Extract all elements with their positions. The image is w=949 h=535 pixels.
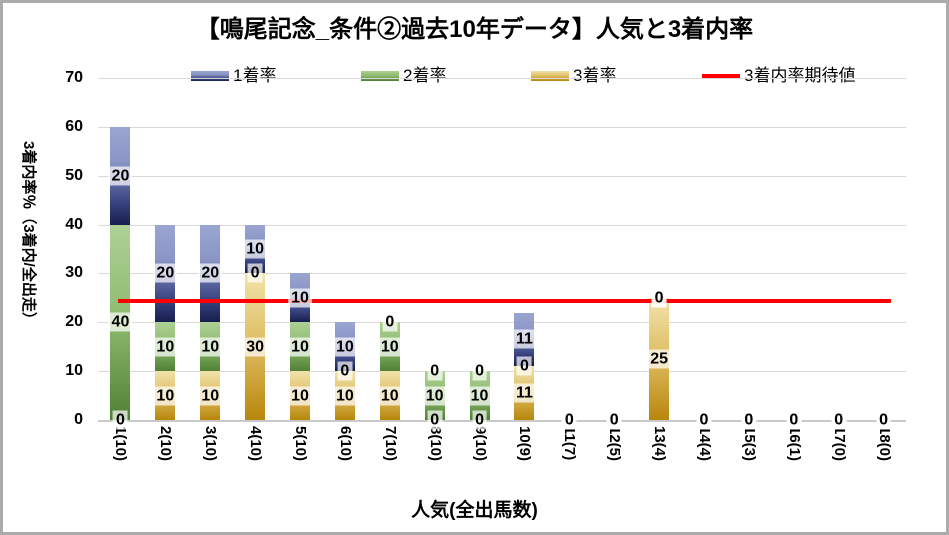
data-label: 10 xyxy=(467,386,492,406)
y-tick-label: 10 xyxy=(65,362,83,380)
data-label: 0 xyxy=(831,410,847,430)
gridline xyxy=(98,224,906,226)
data-label: 25 xyxy=(647,349,672,369)
legend-label: 3着率 xyxy=(573,66,617,85)
y-tick-label: 20 xyxy=(65,313,83,331)
data-label: 10 xyxy=(288,337,312,357)
category-label: 13(4) xyxy=(651,426,669,462)
data-label: 0 xyxy=(741,410,757,430)
data-label: 20 xyxy=(198,263,223,283)
y-tick-label: 60 xyxy=(65,117,83,135)
data-label: 10 xyxy=(422,386,447,406)
y-tick-label: 0 xyxy=(74,411,83,428)
data-label: 0 xyxy=(786,410,802,430)
gridline xyxy=(98,273,906,275)
x-axis-title: 人気(全出馬数) xyxy=(411,500,538,521)
y-tick-label: 30 xyxy=(65,264,83,282)
category-label: 3(10) xyxy=(202,426,220,462)
data-label: 0 xyxy=(427,361,443,381)
data-label: 11 xyxy=(512,329,536,349)
data-label: 0 xyxy=(472,361,487,381)
y-tick-label: 40 xyxy=(65,215,83,233)
category-label: 15(3) xyxy=(740,426,758,462)
data-label: 0 xyxy=(112,410,128,430)
category-label: 18(0) xyxy=(875,426,893,462)
data-label: 10 xyxy=(198,386,223,406)
legend-color-swatch xyxy=(531,71,569,81)
y-axis-title: 3着内率％（3着内/全出走） xyxy=(20,141,37,327)
legend-label: 2着率 xyxy=(403,66,447,85)
data-label: 0 xyxy=(606,410,622,430)
data-label: 0 xyxy=(651,288,667,308)
legend-label: 3着内率期待値 xyxy=(744,66,856,85)
category-label: 1(10) xyxy=(112,426,130,462)
data-label: 10 xyxy=(153,337,178,357)
data-label: 0 xyxy=(696,410,712,430)
category-label: 5(10) xyxy=(292,426,309,462)
data-label: 20 xyxy=(153,263,178,283)
category-label: 11(7) xyxy=(561,426,579,461)
category-label: 9(10) xyxy=(471,426,489,462)
data-label: 11 xyxy=(512,383,536,403)
data-label: 0 xyxy=(516,356,532,376)
legend-label: 1着率 xyxy=(233,66,277,85)
data-label: 10 xyxy=(198,337,223,357)
data-label: 0 xyxy=(876,410,891,430)
category-label: 4(10) xyxy=(247,426,265,462)
data-label: 10 xyxy=(332,386,357,406)
gridline xyxy=(98,322,906,324)
data-label: 10 xyxy=(377,386,402,406)
data-label: 10 xyxy=(288,288,312,308)
data-label: 30 xyxy=(243,337,268,357)
category-label: 2(10) xyxy=(157,426,175,462)
gridline xyxy=(98,126,906,128)
expected-line xyxy=(118,299,891,304)
data-label: 10 xyxy=(153,386,178,406)
data-label: 10 xyxy=(288,386,312,406)
gridline xyxy=(98,175,906,177)
category-label: 6(10) xyxy=(336,426,354,462)
category-label: 10(9) xyxy=(516,426,534,462)
data-label: 10 xyxy=(332,337,357,357)
category-label: 12(5) xyxy=(606,426,624,462)
gridline xyxy=(98,78,906,79)
category-label: 14(4) xyxy=(696,426,713,462)
data-label: 0 xyxy=(247,263,263,283)
category-label: 8(10) xyxy=(426,426,444,462)
data-label: 10 xyxy=(243,239,268,259)
legend-color-swatch xyxy=(191,71,229,81)
category-label: 16(1) xyxy=(785,426,803,462)
y-tick-label: 50 xyxy=(65,166,83,184)
data-label: 0 xyxy=(561,410,577,430)
data-label: 0 xyxy=(427,410,443,430)
data-label: 0 xyxy=(337,361,353,381)
legend-color-swatch xyxy=(361,71,399,81)
legend-line-swatch xyxy=(702,74,740,78)
chart-title: 【鳴尾記念_条件②過去10年データ】人気と3着内率 xyxy=(195,16,754,43)
gridline xyxy=(98,371,906,373)
category-label: 17(0) xyxy=(830,426,848,462)
category-label: 7(10) xyxy=(381,426,399,462)
x-axis-line xyxy=(98,420,906,422)
y-tick-label: 70 xyxy=(65,69,83,86)
data-label: 40 xyxy=(108,312,133,332)
data-label: 20 xyxy=(108,166,133,186)
data-label: 10 xyxy=(377,337,402,357)
data-label: 0 xyxy=(382,312,398,332)
data-label: 0 xyxy=(472,410,487,430)
